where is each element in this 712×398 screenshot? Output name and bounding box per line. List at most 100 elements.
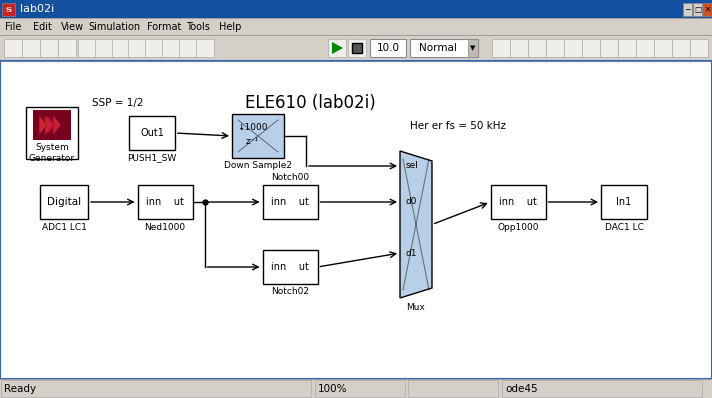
- FancyBboxPatch shape: [636, 39, 654, 57]
- FancyBboxPatch shape: [0, 0, 712, 18]
- Text: Out1: Out1: [140, 128, 164, 138]
- FancyBboxPatch shape: [22, 39, 40, 57]
- Text: Her er fs = 50 kHz: Her er fs = 50 kHz: [410, 121, 506, 131]
- FancyBboxPatch shape: [690, 39, 708, 57]
- FancyBboxPatch shape: [582, 39, 600, 57]
- FancyBboxPatch shape: [162, 39, 180, 57]
- Text: Digital: Digital: [47, 197, 81, 207]
- Polygon shape: [53, 115, 61, 135]
- FancyBboxPatch shape: [564, 39, 582, 57]
- Text: Notch02: Notch02: [271, 287, 309, 297]
- Text: Down Sample2: Down Sample2: [224, 162, 292, 170]
- FancyBboxPatch shape: [693, 3, 702, 16]
- FancyBboxPatch shape: [328, 39, 346, 57]
- Text: Mux: Mux: [407, 304, 426, 312]
- Text: ADC1 LC1: ADC1 LC1: [41, 222, 86, 232]
- Text: SSP = 1/2: SSP = 1/2: [93, 98, 144, 108]
- FancyBboxPatch shape: [1, 380, 311, 397]
- FancyBboxPatch shape: [137, 185, 192, 219]
- Text: ELE610 (lab02i): ELE610 (lab02i): [245, 94, 375, 112]
- FancyBboxPatch shape: [232, 114, 284, 158]
- Text: Normal: Normal: [419, 43, 457, 53]
- FancyBboxPatch shape: [672, 39, 690, 57]
- Text: z⁻¹: z⁻¹: [246, 137, 258, 146]
- Text: Help: Help: [219, 21, 241, 31]
- Text: Tools: Tools: [186, 21, 209, 31]
- FancyBboxPatch shape: [315, 380, 405, 397]
- Text: DAC1 LC: DAC1 LC: [604, 222, 644, 232]
- Text: Edit: Edit: [33, 21, 52, 31]
- Polygon shape: [39, 115, 47, 135]
- Text: Ready: Ready: [4, 384, 36, 394]
- Text: ↓1000: ↓1000: [237, 123, 267, 133]
- Text: Notch00: Notch00: [271, 174, 309, 183]
- Text: PUSH1_SW: PUSH1_SW: [127, 154, 177, 162]
- Text: In1: In1: [617, 197, 632, 207]
- FancyBboxPatch shape: [703, 3, 712, 16]
- Text: Ned1000: Ned1000: [145, 222, 186, 232]
- FancyBboxPatch shape: [0, 18, 712, 35]
- FancyBboxPatch shape: [546, 39, 564, 57]
- Polygon shape: [400, 151, 432, 298]
- Text: 10.0: 10.0: [377, 43, 399, 53]
- FancyBboxPatch shape: [0, 61, 712, 379]
- FancyBboxPatch shape: [78, 39, 96, 57]
- FancyBboxPatch shape: [263, 185, 318, 219]
- FancyBboxPatch shape: [128, 39, 146, 57]
- FancyBboxPatch shape: [491, 185, 545, 219]
- FancyBboxPatch shape: [129, 116, 175, 150]
- FancyBboxPatch shape: [468, 39, 478, 57]
- Text: Simulation: Simulation: [88, 21, 140, 31]
- FancyBboxPatch shape: [352, 43, 362, 53]
- Text: sel: sel: [406, 162, 419, 170]
- FancyBboxPatch shape: [528, 39, 546, 57]
- FancyBboxPatch shape: [145, 39, 163, 57]
- FancyBboxPatch shape: [601, 185, 647, 219]
- FancyBboxPatch shape: [600, 39, 618, 57]
- FancyBboxPatch shape: [26, 107, 78, 159]
- FancyBboxPatch shape: [618, 39, 636, 57]
- FancyBboxPatch shape: [348, 39, 366, 57]
- FancyBboxPatch shape: [370, 39, 406, 57]
- FancyBboxPatch shape: [0, 35, 712, 61]
- FancyBboxPatch shape: [179, 39, 197, 57]
- Text: ▼: ▼: [471, 45, 476, 51]
- FancyBboxPatch shape: [33, 110, 71, 140]
- Text: inn    ut: inn ut: [271, 262, 309, 272]
- FancyBboxPatch shape: [4, 39, 22, 57]
- Text: −: −: [684, 5, 691, 14]
- FancyBboxPatch shape: [2, 3, 15, 16]
- Text: Format: Format: [147, 21, 182, 31]
- FancyBboxPatch shape: [40, 185, 88, 219]
- FancyBboxPatch shape: [112, 39, 130, 57]
- FancyBboxPatch shape: [196, 39, 214, 57]
- FancyBboxPatch shape: [0, 379, 712, 398]
- Text: ode45: ode45: [505, 384, 538, 394]
- Text: inn    ut: inn ut: [146, 197, 184, 207]
- FancyBboxPatch shape: [654, 39, 672, 57]
- Text: ✕: ✕: [704, 5, 711, 14]
- FancyBboxPatch shape: [58, 39, 76, 57]
- FancyBboxPatch shape: [502, 380, 702, 397]
- Polygon shape: [332, 42, 343, 54]
- Text: 100%: 100%: [318, 384, 347, 394]
- Text: System
Generator: System Generator: [29, 143, 75, 163]
- FancyBboxPatch shape: [408, 380, 498, 397]
- Text: File: File: [5, 21, 21, 31]
- Text: View: View: [61, 21, 84, 31]
- FancyBboxPatch shape: [263, 250, 318, 284]
- FancyBboxPatch shape: [492, 39, 510, 57]
- Text: d1: d1: [406, 248, 417, 258]
- FancyBboxPatch shape: [683, 3, 692, 16]
- FancyBboxPatch shape: [510, 39, 528, 57]
- FancyBboxPatch shape: [95, 39, 113, 57]
- Text: lab02i: lab02i: [20, 4, 54, 14]
- FancyBboxPatch shape: [40, 39, 58, 57]
- Polygon shape: [47, 115, 55, 135]
- Text: S: S: [6, 6, 11, 14]
- Polygon shape: [45, 115, 53, 135]
- Text: inn    ut: inn ut: [271, 197, 309, 207]
- Text: Opp1000: Opp1000: [497, 222, 539, 232]
- Text: □: □: [694, 5, 701, 14]
- Text: d0: d0: [406, 197, 417, 207]
